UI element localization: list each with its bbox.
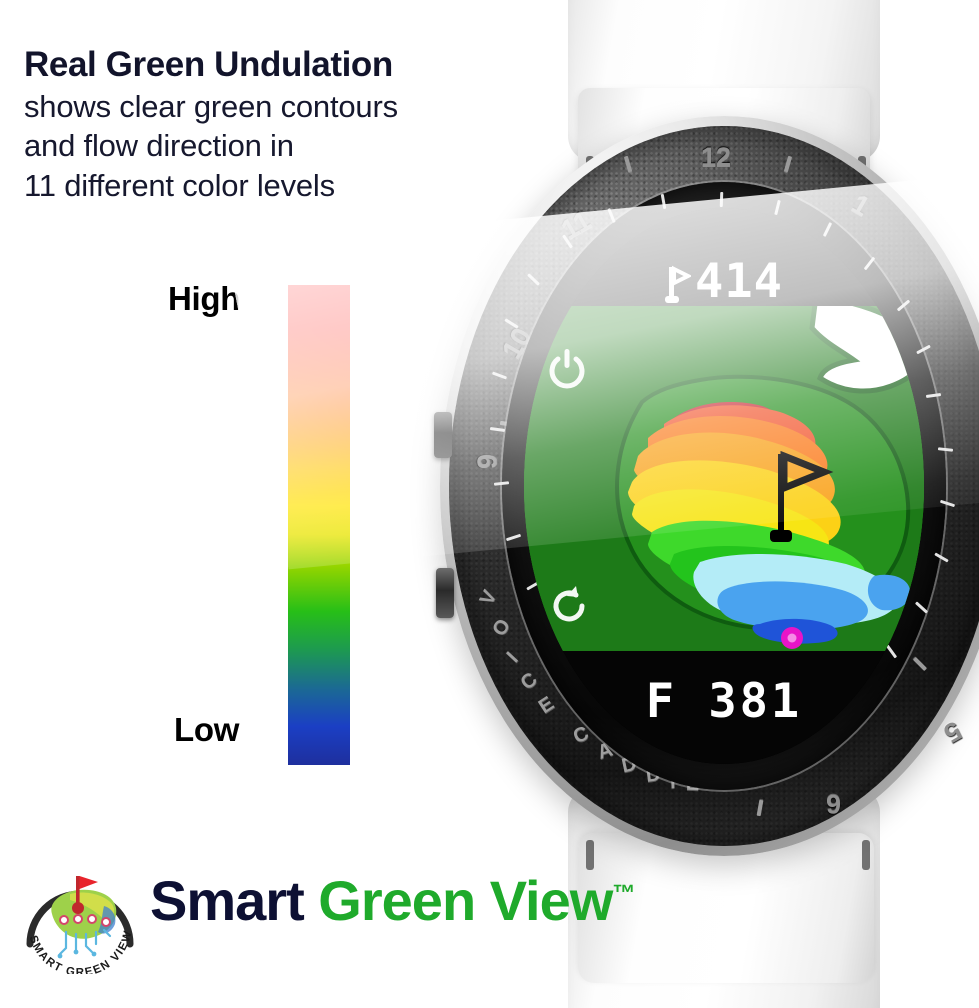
bezel-numeral-5: 5 [938, 715, 967, 749]
watch-screen[interactable]: 414 F 381 [524, 208, 924, 764]
badge-circuit-node [91, 951, 97, 957]
watch-side-button-upper[interactable] [434, 412, 452, 458]
badge-circuit-node [73, 949, 79, 955]
brand-wordmark: Smart Green View™ [150, 868, 635, 933]
brand-word-greenview: Green View [318, 869, 613, 932]
bezel-numeral-9: 9 [472, 453, 503, 470]
badge-flag-cloth [79, 876, 98, 889]
badge-flag-pole [76, 876, 80, 908]
undulation-legend: High Low [160, 270, 375, 770]
badge-hole-cup [72, 902, 84, 914]
screen-top-readout: 414 [524, 254, 924, 309]
watch-side-button-lower[interactable] [436, 568, 454, 618]
strap-lug-bottom-left [586, 840, 594, 870]
refresh-icon[interactable] [548, 584, 592, 628]
bezel-numeral-6: 6 [826, 789, 842, 819]
badge-dot [73, 914, 83, 924]
badge-dot [87, 914, 97, 924]
watch-case: 12 1 5 6 9 10 11 V O I C E C A D D I E [434, 116, 979, 856]
brand-footer: SMART GREEN VIEW ™ Smart Green View™ [10, 846, 780, 978]
watch-strap-bottom-segment [578, 833, 874, 983]
bezel-numeral-12: 12 [701, 142, 732, 172]
smart-green-view-badge-logo: SMART GREEN VIEW ™ [18, 850, 134, 974]
strap-lug-bottom-right [862, 840, 870, 870]
badge-dot [59, 915, 69, 925]
ball-marker-highlight [787, 633, 797, 643]
brand-word-smart: Smart [150, 869, 305, 932]
flag-icon [665, 265, 692, 303]
legend-color-scale [288, 285, 350, 765]
legend-high-label: High [168, 280, 241, 317]
smartwatch-illustration: 12 1 5 6 9 10 11 V O I C E C A D D I E [418, 0, 979, 1008]
badge-dot [101, 917, 111, 927]
badge-circuit-traces [58, 928, 112, 956]
dial-minute-tick [719, 191, 724, 208]
power-icon[interactable] [546, 348, 588, 394]
legend-low-label: Low [174, 711, 240, 748]
badge-circuit-node [57, 953, 63, 959]
screen-bottom-readout: F 381 [645, 674, 803, 729]
top-readout-value: 414 [695, 254, 783, 309]
brand-trademark: ™ [612, 879, 635, 906]
